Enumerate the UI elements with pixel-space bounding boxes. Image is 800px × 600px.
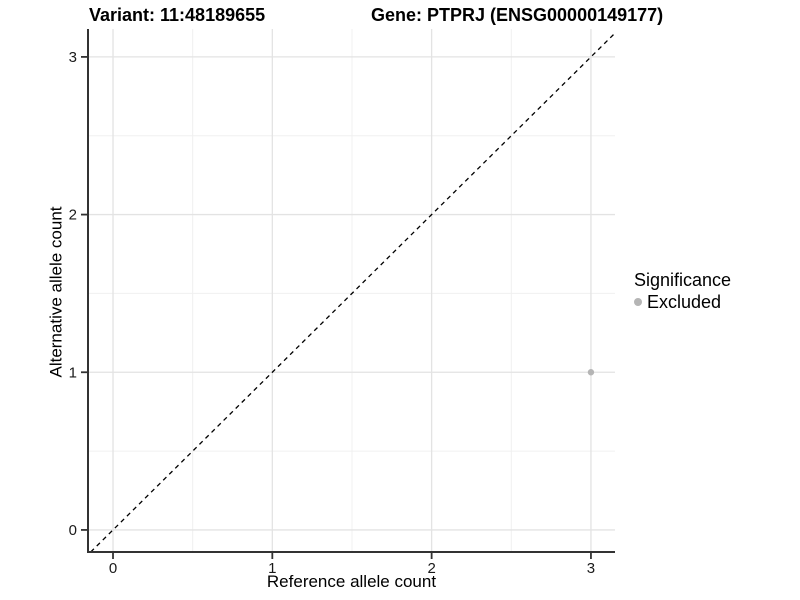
- x-tick-label: 0: [109, 560, 117, 577]
- legend-item-label: Excluded: [647, 292, 722, 312]
- data-point: [587, 369, 595, 376]
- x-tick-label: 2: [427, 560, 435, 577]
- y-tick-label: 2: [69, 207, 77, 224]
- excluded-point-icon: [634, 298, 642, 306]
- y-axis-title: Alternative allele count: [46, 206, 66, 378]
- y-tick-label: 0: [69, 522, 77, 539]
- identity-dashed-line: [90, 32, 616, 553]
- plot-title-gene: Gene: PTPRJ (ENSG00000149177): [371, 5, 664, 25]
- plot-title-variant: Variant: 11:48189655: [89, 5, 266, 25]
- y-tick-label: 1: [69, 364, 77, 381]
- x-tick-label: 1: [268, 560, 276, 577]
- legend-item-excluded: Excluded: [634, 293, 731, 311]
- x-axis-title: Reference allele count: [266, 572, 437, 591]
- legend: Significance Excluded: [634, 270, 731, 311]
- legend-title: Significance: [634, 270, 732, 290]
- y-tick-label: 3: [69, 49, 77, 66]
- x-tick-label: 3: [587, 560, 595, 577]
